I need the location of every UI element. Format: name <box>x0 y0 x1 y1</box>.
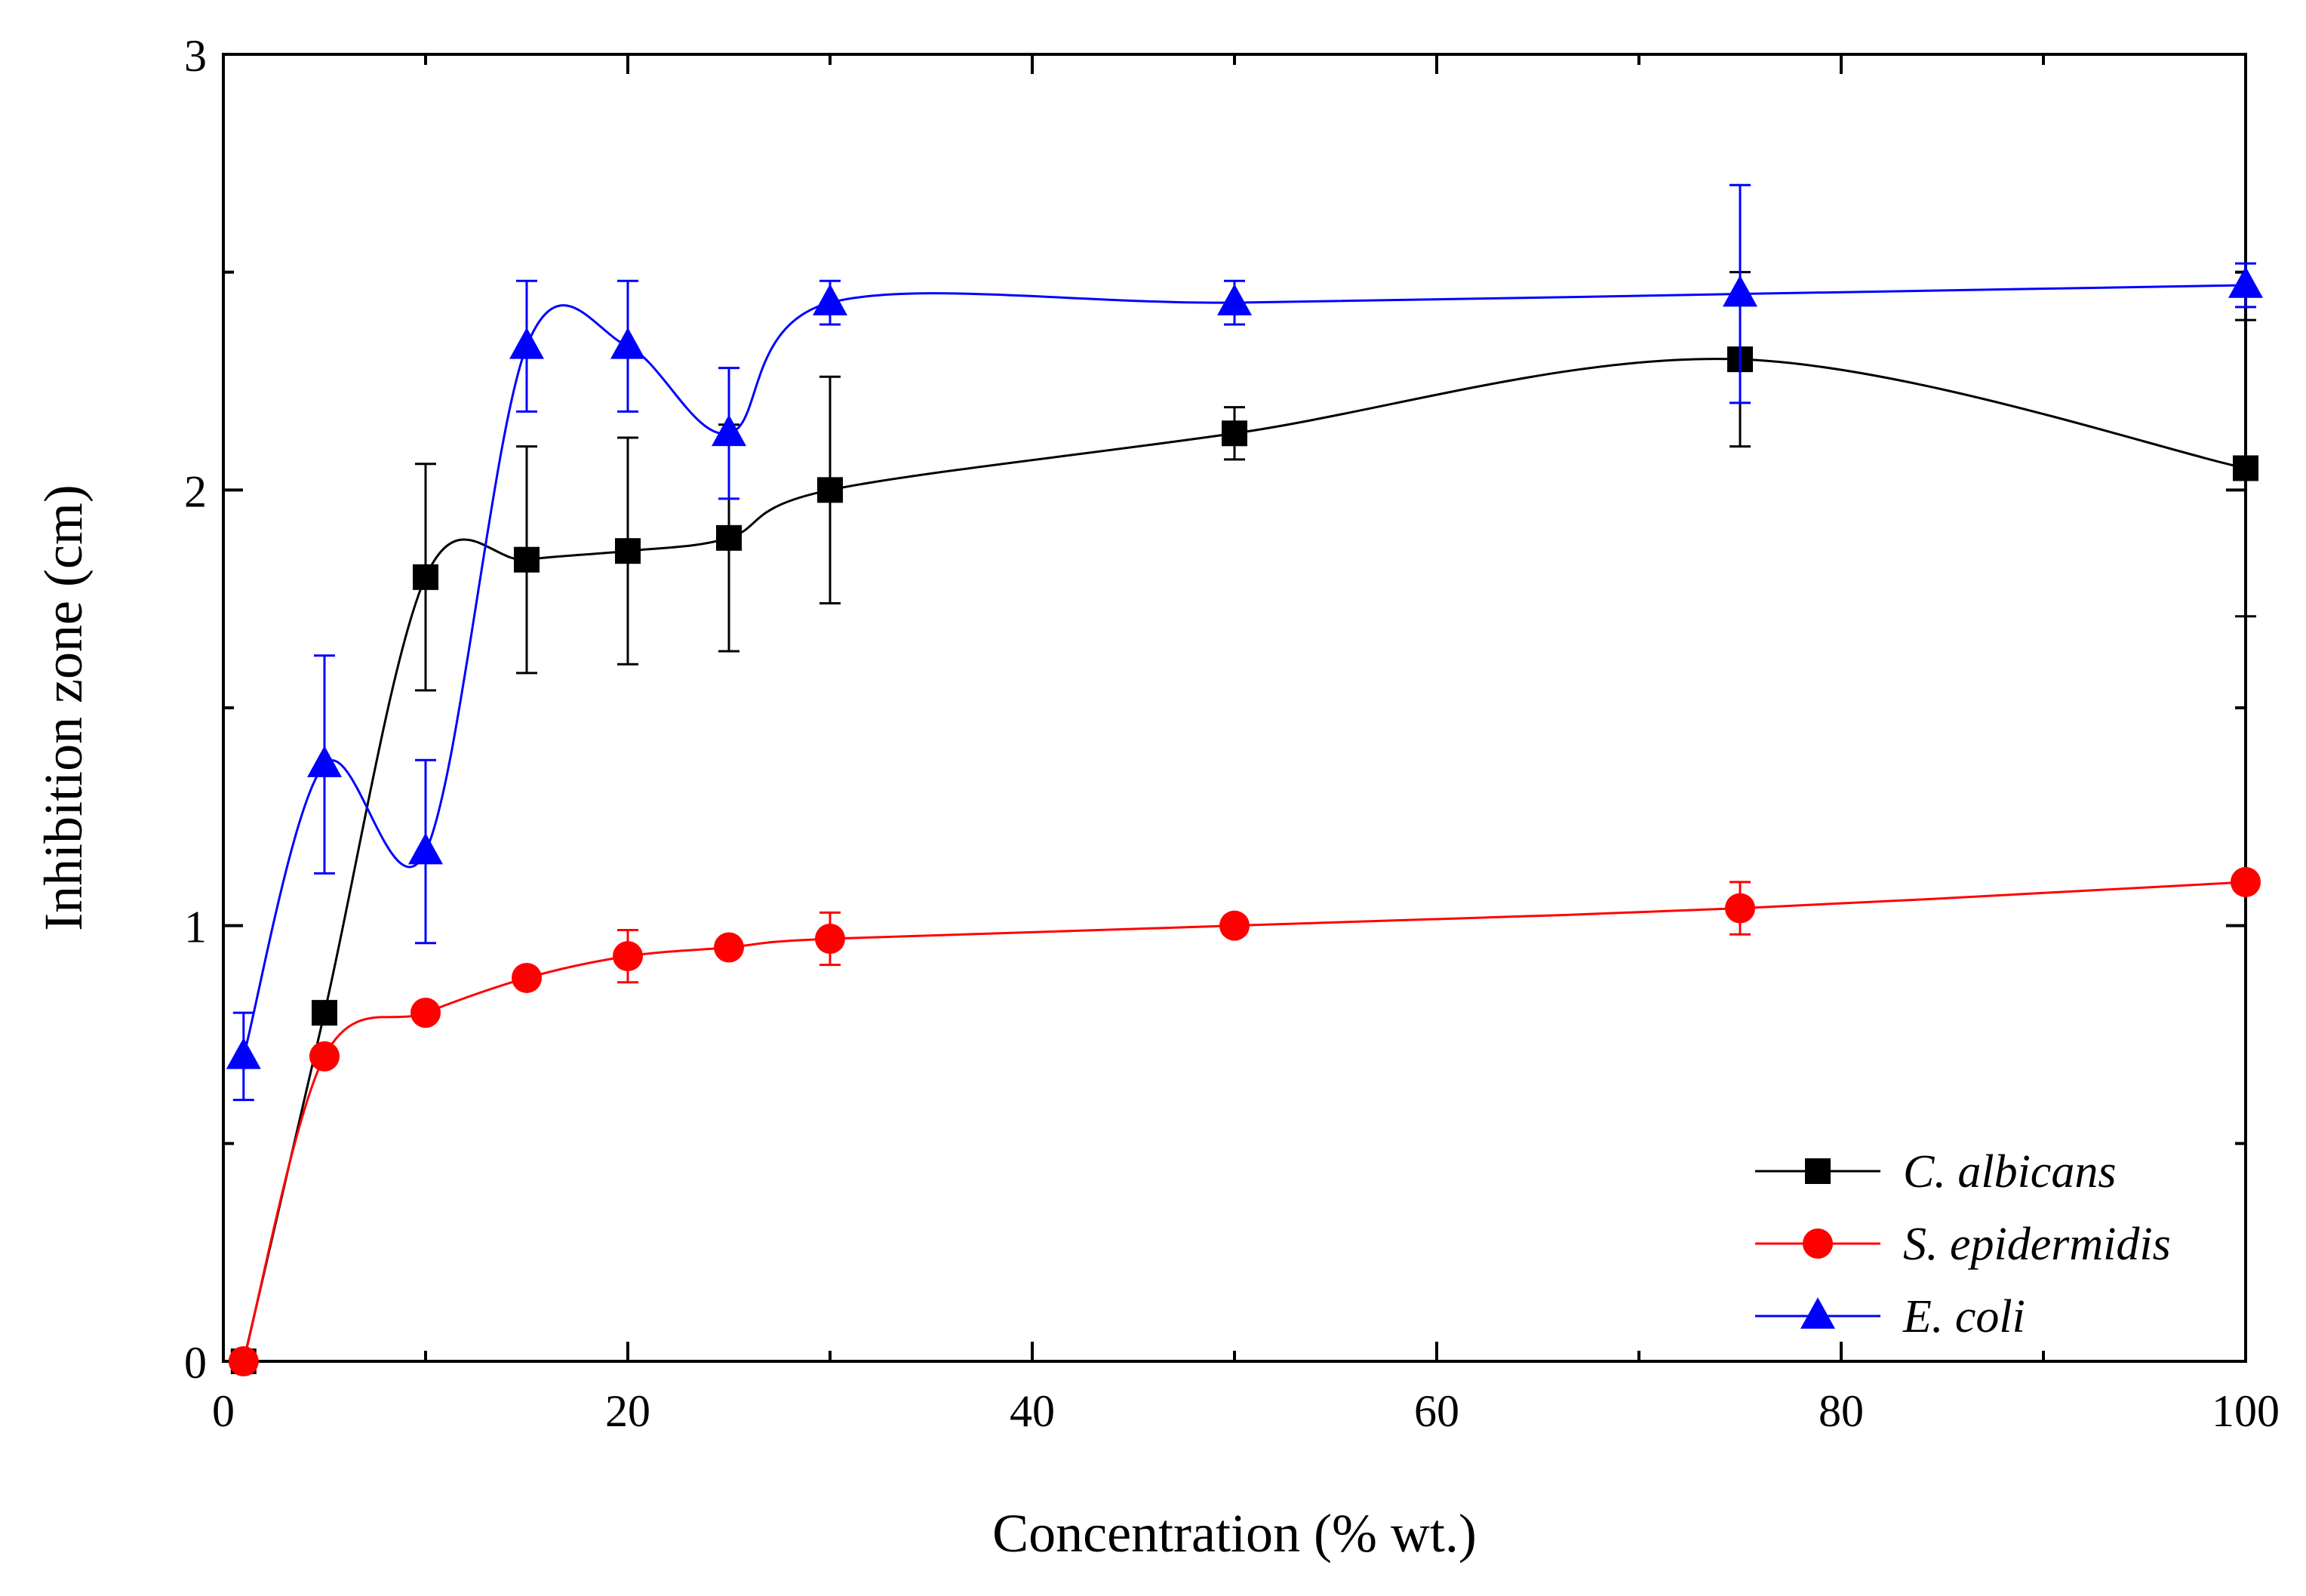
legend-item: E. coli <box>1755 1291 2025 1342</box>
data-point <box>615 538 641 564</box>
series-circle <box>228 866 2261 1376</box>
series-layer <box>226 183 2263 1376</box>
data-point <box>307 746 342 777</box>
data-point <box>712 414 746 447</box>
legend-item: S. epidermidis <box>1755 1219 2171 1270</box>
data-point <box>1723 275 1757 307</box>
x-axis-title: Concentration (% wt.) <box>992 1503 1477 1564</box>
data-point <box>312 1000 337 1026</box>
data-point <box>714 932 744 963</box>
data-point <box>1725 893 1755 924</box>
data-point <box>512 962 542 993</box>
series-line <box>242 284 2246 1057</box>
legend-marker <box>1800 1297 1835 1329</box>
x-tick-label: 0 <box>212 1386 235 1436</box>
y-tick-label: 2 <box>184 466 207 516</box>
data-point <box>309 1041 340 1072</box>
data-point <box>1217 284 1252 315</box>
y-tick-label: 0 <box>184 1338 207 1388</box>
legend-label: S. epidermidis <box>1903 1219 2171 1270</box>
data-point <box>610 328 645 359</box>
data-point <box>514 546 540 573</box>
data-point <box>2228 266 2263 298</box>
data-point <box>509 328 544 359</box>
data-point <box>1222 420 1247 447</box>
data-point <box>716 524 742 551</box>
x-tick-label: 60 <box>1414 1386 1459 1436</box>
legend-label: E. coli <box>1902 1291 2025 1342</box>
legend-marker <box>1805 1158 1831 1184</box>
data-point <box>410 998 441 1029</box>
data-point <box>228 1346 259 1376</box>
series-line <box>242 358 2246 1362</box>
data-point <box>2231 866 2261 897</box>
data-point <box>2233 455 2258 481</box>
legend-marker <box>1803 1229 1833 1259</box>
legend-item: C. albicans <box>1755 1146 2116 1198</box>
data-point <box>813 284 847 315</box>
data-point <box>413 564 438 590</box>
y-tick-label: 1 <box>184 903 207 952</box>
data-point <box>408 832 443 865</box>
legend-label: C. albicans <box>1903 1146 2116 1198</box>
x-tick-label: 40 <box>1010 1386 1055 1436</box>
data-point <box>815 923 845 954</box>
data-point <box>226 1038 261 1069</box>
x-tick-label: 20 <box>605 1386 650 1436</box>
x-tick-label: 100 <box>2212 1386 2280 1436</box>
legend: C. albicans S. epidermidis E. coli <box>1755 1146 2171 1342</box>
data-point <box>613 941 643 972</box>
data-point <box>1219 910 1250 941</box>
x-tick-label: 80 <box>1819 1386 1864 1436</box>
series-triangle <box>226 183 2263 1102</box>
series-line <box>242 881 2246 1362</box>
data-point <box>817 477 843 503</box>
y-tick-label: 3 <box>184 31 207 81</box>
axes-layer: 0 20 40 60 80 100 0 1 2 3 <box>184 31 2280 1436</box>
y-axis-title: Inhibition zone (cm) <box>33 484 94 931</box>
series-square <box>230 271 2258 1374</box>
